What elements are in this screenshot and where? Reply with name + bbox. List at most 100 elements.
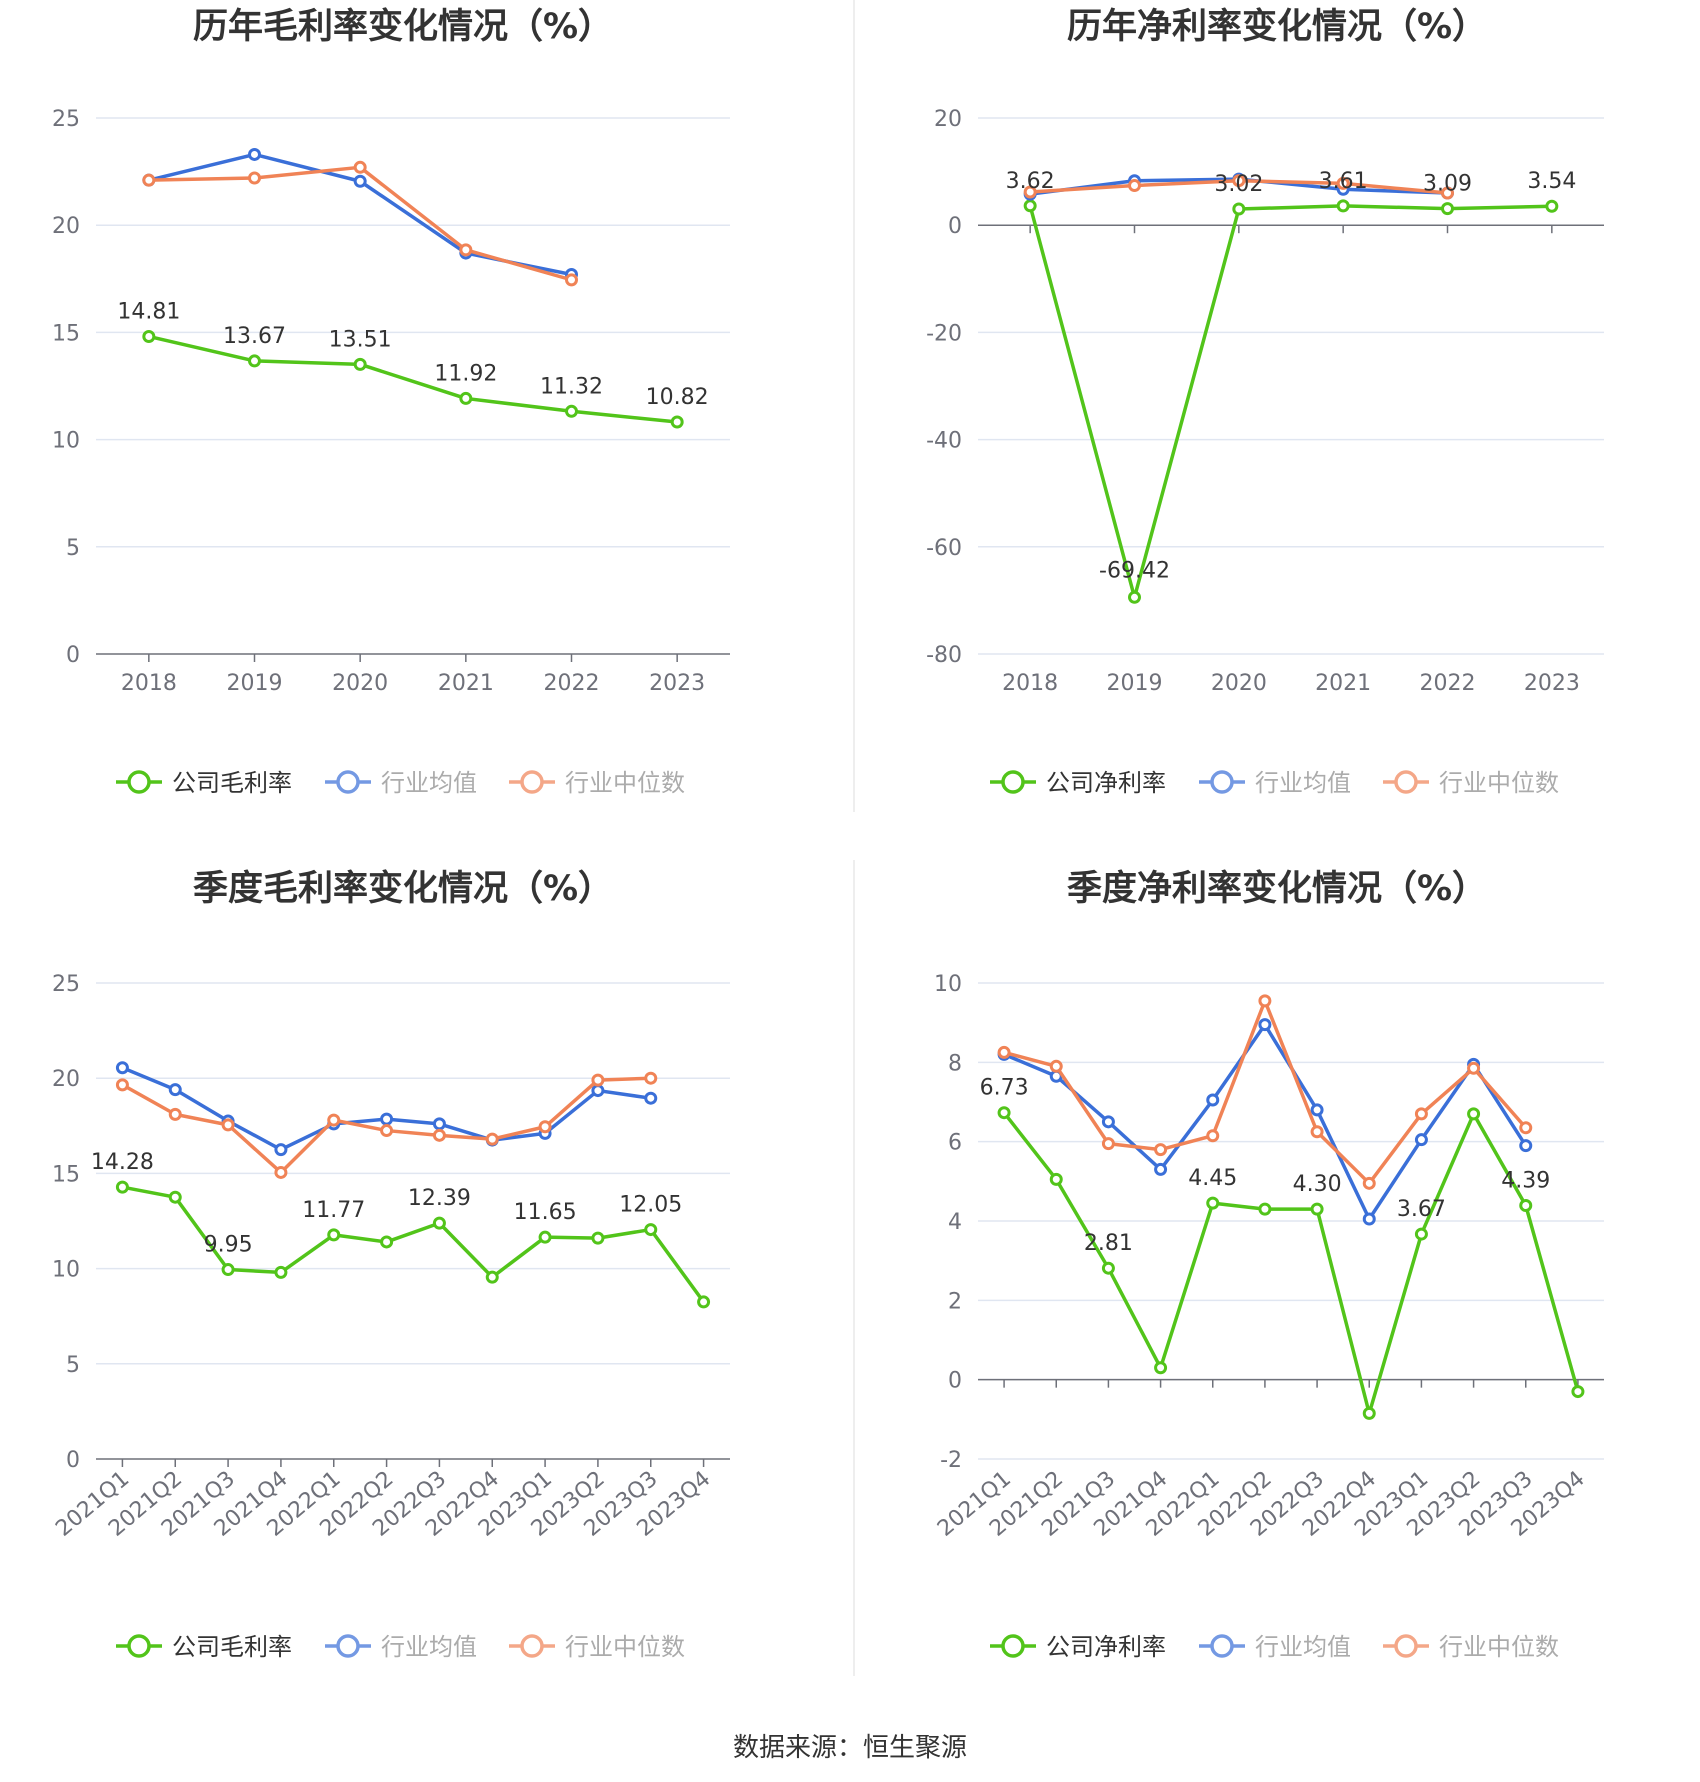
data-point-industry-avg[interactable] bbox=[380, 1112, 394, 1126]
data-point-company[interactable] bbox=[538, 1230, 552, 1244]
data-point-industry-avg[interactable] bbox=[1206, 1093, 1220, 1107]
data-point-company[interactable] bbox=[644, 1223, 658, 1237]
data-point-company[interactable] bbox=[432, 1216, 446, 1230]
data-point-industry-median[interactable] bbox=[1362, 1176, 1376, 1190]
data-point-company[interactable] bbox=[1571, 1385, 1585, 1399]
data-point-company[interactable] bbox=[697, 1295, 711, 1309]
data-point-industry-avg[interactable] bbox=[1519, 1139, 1533, 1153]
data-point-company[interactable] bbox=[1154, 1361, 1168, 1375]
data-point-industry-median[interactable] bbox=[565, 273, 578, 287]
data-point-industry-median[interactable] bbox=[1336, 176, 1350, 190]
legend-item-company[interactable]: 公司净利率 bbox=[990, 1633, 1166, 1661]
data-point-industry-median[interactable] bbox=[142, 173, 156, 187]
data-point-industry-median[interactable] bbox=[1128, 179, 1141, 193]
data-point-industry-median[interactable] bbox=[591, 1073, 605, 1087]
data-point-company[interactable] bbox=[670, 415, 684, 429]
data-point-industry-avg[interactable] bbox=[591, 1084, 605, 1098]
data-point-industry-median[interactable] bbox=[485, 1132, 499, 1146]
data-point-industry-median[interactable] bbox=[1258, 994, 1272, 1008]
data-point-industry-median[interactable] bbox=[1023, 185, 1037, 199]
legend-item-company[interactable]: 公司毛利率 bbox=[116, 769, 292, 797]
legend-item-industry-median[interactable]: 行业中位数 bbox=[509, 769, 685, 797]
data-point-industry-median[interactable] bbox=[1101, 1137, 1115, 1151]
data-point-company[interactable] bbox=[1362, 1406, 1376, 1420]
legend-item-industry-median[interactable]: 行业中位数 bbox=[509, 1633, 685, 1661]
legend: 公司净利率 行业均值 行业中位数 bbox=[990, 1633, 1559, 1661]
data-label: 3.09 bbox=[1423, 172, 1472, 197]
data-label: 11.65 bbox=[514, 1200, 577, 1225]
data-point-company[interactable] bbox=[1336, 199, 1350, 213]
legend-item-industry-avg[interactable]: 行业均值 bbox=[1199, 1633, 1351, 1661]
legend-item-industry-median[interactable]: 行业中位数 bbox=[1383, 1633, 1559, 1661]
data-point-industry-avg[interactable] bbox=[1362, 1212, 1376, 1226]
data-point-industry-median[interactable] bbox=[380, 1124, 394, 1138]
data-point-industry-median[interactable] bbox=[168, 1107, 182, 1121]
data-point-industry-median[interactable] bbox=[997, 1045, 1011, 1059]
data-point-industry-median[interactable] bbox=[1467, 1061, 1481, 1075]
data-point-industry-median[interactable] bbox=[1232, 174, 1246, 188]
data-point-company[interactable] bbox=[142, 329, 156, 343]
data-point-industry-avg[interactable] bbox=[168, 1083, 182, 1097]
data-point-company[interactable] bbox=[115, 1180, 129, 1194]
data-point-industry-avg[interactable] bbox=[274, 1143, 288, 1157]
data-point-company[interactable] bbox=[997, 1106, 1011, 1120]
data-point-company[interactable] bbox=[1101, 1261, 1115, 1275]
legend-item-company[interactable]: 公司毛利率 bbox=[116, 1633, 292, 1661]
data-point-company[interactable] bbox=[327, 1228, 341, 1242]
data-point-industry-median[interactable] bbox=[1414, 1107, 1428, 1121]
data-point-industry-median[interactable] bbox=[1154, 1143, 1168, 1157]
data-point-company[interactable] bbox=[1049, 1172, 1063, 1186]
data-point-industry-median[interactable] bbox=[327, 1113, 341, 1127]
data-point-industry-avg[interactable] bbox=[432, 1117, 446, 1131]
data-point-industry-median[interactable] bbox=[538, 1120, 552, 1134]
data-point-industry-median[interactable] bbox=[459, 243, 473, 257]
legend-item-industry-median[interactable]: 行业中位数 bbox=[1383, 769, 1559, 797]
data-point-company[interactable] bbox=[1545, 199, 1559, 213]
legend-item-industry-avg[interactable]: 行业均值 bbox=[1199, 769, 1351, 797]
data-point-industry-avg[interactable] bbox=[1258, 1018, 1272, 1032]
data-point-company[interactable] bbox=[1128, 590, 1141, 604]
data-point-industry-median[interactable] bbox=[115, 1078, 129, 1092]
data-point-company[interactable] bbox=[591, 1231, 605, 1245]
data-point-company[interactable] bbox=[485, 1270, 499, 1284]
legend-item-company[interactable]: 公司净利率 bbox=[990, 769, 1166, 797]
data-point-company[interactable] bbox=[1206, 1196, 1220, 1210]
data-point-industry-median[interactable] bbox=[1441, 186, 1454, 200]
data-point-company[interactable] bbox=[459, 391, 473, 405]
data-point-industry-median[interactable] bbox=[274, 1165, 288, 1179]
data-point-industry-avg[interactable] bbox=[1414, 1133, 1428, 1147]
data-point-industry-avg[interactable] bbox=[644, 1091, 658, 1105]
legend-item-industry-avg[interactable]: 行业均值 bbox=[325, 769, 477, 797]
data-point-company[interactable] bbox=[1023, 199, 1037, 213]
data-point-industry-median[interactable] bbox=[1206, 1129, 1220, 1143]
data-point-company[interactable] bbox=[565, 404, 578, 418]
data-point-industry-avg[interactable] bbox=[1310, 1103, 1324, 1117]
data-point-company[interactable] bbox=[1232, 202, 1246, 216]
legend-item-industry-avg[interactable]: 行业均值 bbox=[325, 1633, 477, 1661]
data-point-industry-median[interactable] bbox=[221, 1118, 235, 1132]
data-point-industry-avg[interactable] bbox=[353, 174, 367, 188]
data-point-company[interactable] bbox=[1414, 1227, 1428, 1241]
data-point-company[interactable] bbox=[248, 354, 261, 368]
data-point-company[interactable] bbox=[353, 357, 367, 371]
data-point-company[interactable] bbox=[274, 1265, 288, 1279]
data-point-industry-avg[interactable] bbox=[1101, 1115, 1115, 1129]
data-point-industry-avg[interactable] bbox=[115, 1061, 129, 1075]
data-point-industry-median[interactable] bbox=[644, 1071, 658, 1085]
data-point-company[interactable] bbox=[1441, 202, 1454, 216]
data-point-industry-median[interactable] bbox=[248, 171, 261, 185]
data-point-company[interactable] bbox=[1467, 1107, 1481, 1121]
data-point-company[interactable] bbox=[1258, 1202, 1272, 1216]
data-point-company[interactable] bbox=[1519, 1199, 1533, 1213]
data-point-industry-median[interactable] bbox=[353, 160, 367, 174]
data-point-industry-median[interactable] bbox=[432, 1128, 446, 1142]
data-point-industry-avg[interactable] bbox=[248, 147, 261, 161]
data-point-company[interactable] bbox=[1310, 1202, 1324, 1216]
data-point-industry-avg[interactable] bbox=[1154, 1162, 1168, 1176]
data-point-company[interactable] bbox=[221, 1263, 235, 1277]
data-point-company[interactable] bbox=[380, 1235, 394, 1249]
data-point-industry-median[interactable] bbox=[1310, 1125, 1324, 1139]
data-point-company[interactable] bbox=[168, 1190, 182, 1204]
data-point-industry-median[interactable] bbox=[1049, 1059, 1063, 1073]
data-point-industry-median[interactable] bbox=[1519, 1121, 1533, 1135]
